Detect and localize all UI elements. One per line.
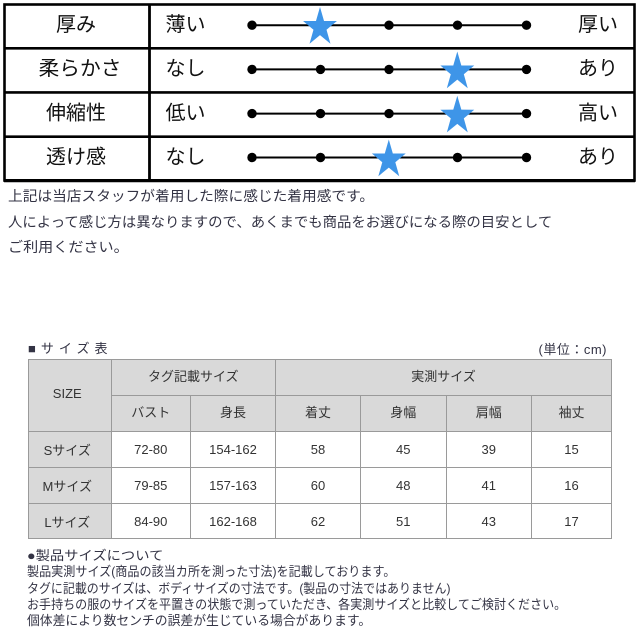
svg-text:なし: なし xyxy=(166,58,206,80)
svg-text:厚い: 厚い xyxy=(578,14,618,36)
svg-text:あり: あり xyxy=(578,58,618,80)
svg-text:薄い: 薄い xyxy=(166,13,206,36)
svg-text:伸縮性: 伸縮性 xyxy=(46,101,106,124)
svg-text:柔らかさ: 柔らかさ xyxy=(39,57,122,80)
svg-text:透け感: 透け感 xyxy=(46,145,106,168)
svg-text:厚み: 厚み xyxy=(56,14,96,36)
svg-text:低い: 低い xyxy=(166,101,206,124)
svg-text:高い: 高い xyxy=(578,101,618,124)
svg-text:あり: あり xyxy=(578,146,618,168)
svg-text:なし: なし xyxy=(166,146,206,168)
